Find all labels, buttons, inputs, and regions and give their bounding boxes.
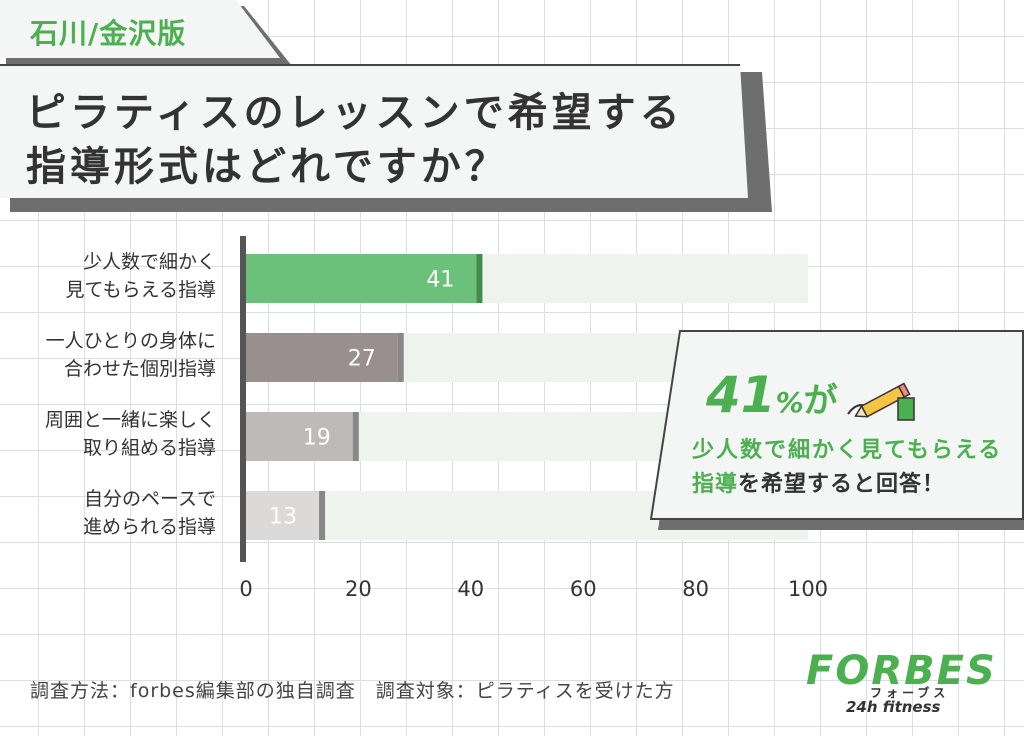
logo-wordmark: FORBES (806, 648, 997, 694)
data-label: 13 (269, 505, 297, 530)
category-label: 合わせた個別指導 (64, 358, 216, 380)
tick-label: 60 (570, 577, 597, 601)
category-label: 一人ひとりの身体に (46, 330, 216, 352)
tick-label: 20 (345, 577, 372, 601)
category-label: 見てもらえる指導 (66, 279, 216, 301)
category-label: 取り組める指導 (83, 437, 216, 459)
bar-end-cap (319, 491, 326, 540)
title-banner (0, 64, 748, 198)
callout-highlight: 指導 (692, 472, 739, 497)
category-label: 少人数で細かく (83, 251, 216, 273)
bar-end-cap (352, 412, 359, 461)
y-axis-line (240, 236, 246, 562)
bar (246, 333, 398, 382)
callout-particle: が (803, 381, 838, 421)
callout-text-line-1: 少人数で細かく見てもらえる (692, 438, 1003, 463)
title-line-2: 指導形式はどれですか？ (26, 144, 509, 190)
title-line-1: ピラティスのレッスンで希望する (26, 90, 684, 136)
callout-percent: % (775, 386, 804, 419)
tick-label: 0 (239, 577, 252, 601)
survey-method-note: 調査方法：forbes編集部の独自調査 調査対象：ピラティスを受けた方 (30, 680, 675, 702)
bar (246, 491, 320, 540)
category-label: 自分のペースで (84, 488, 216, 510)
logo-kana: フォーブス (870, 686, 950, 700)
category-label: 進められる指導 (83, 516, 216, 538)
bar (246, 412, 353, 461)
forbes-logo: FORBES フォーブス 24h fitness (806, 648, 995, 718)
bar-end-cap (476, 254, 483, 303)
data-label: 19 (303, 426, 331, 451)
tick-label: 40 (457, 577, 484, 601)
data-label: 41 (426, 268, 454, 293)
bar (246, 254, 477, 303)
category-label: 周囲と一緒に楽しく (45, 409, 216, 431)
pencil-icon (847, 382, 915, 421)
tick-label: 100 (788, 577, 828, 601)
region-tag (0, 0, 280, 58)
bar-end-cap (397, 333, 404, 382)
region-tag-label: 石川/金沢版 (30, 17, 187, 50)
data-label: 27 (348, 347, 376, 372)
callout-text-line-2: 指導を希望すると回答！ (692, 466, 945, 498)
logo-subtitle: 24h fitness (846, 698, 941, 716)
callout-text-rest: を希望すると回答！ (738, 472, 946, 497)
callout-number: 41 (706, 366, 776, 424)
tick-label: 80 (682, 577, 709, 601)
callout-headline: 41%が (706, 366, 838, 424)
